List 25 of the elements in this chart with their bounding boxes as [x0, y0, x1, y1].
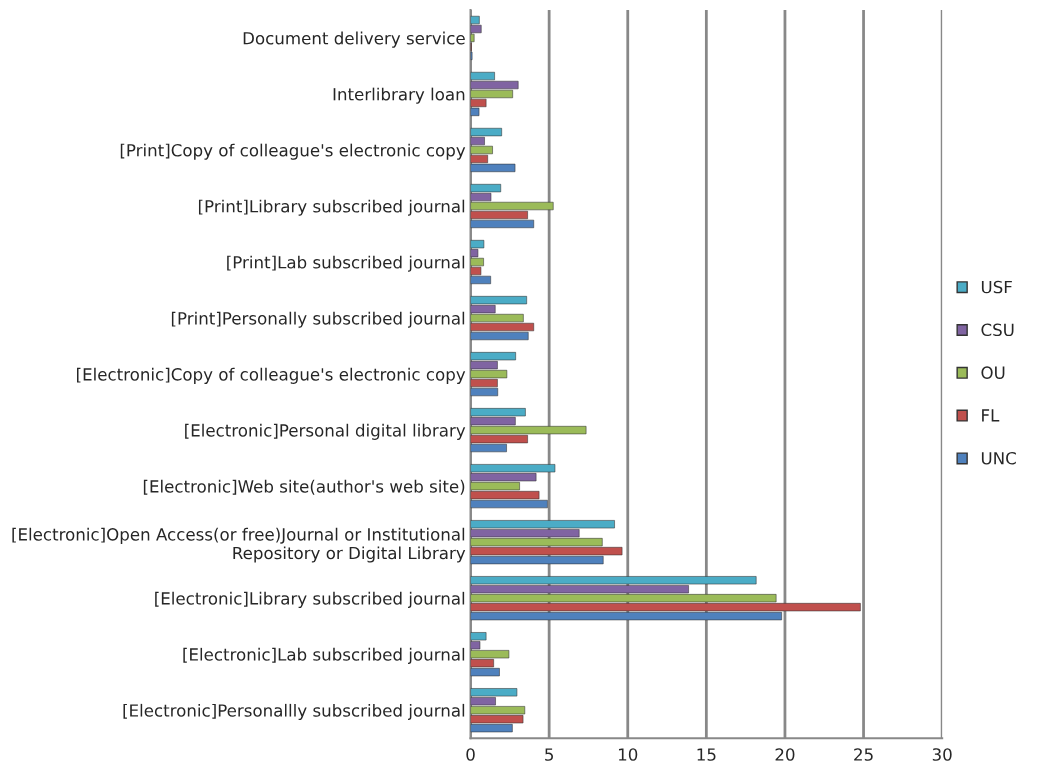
y-tick-label: [Electronic]Personal digital library	[185, 423, 466, 440]
y-tick-label: [Electronic]Copy of colleague's electronic copy	[77, 367, 466, 384]
y-tick-label: [Print]Library subscribed journal	[198, 199, 465, 216]
y-tick-label: [Print]Lab subscribed journal	[227, 255, 465, 272]
legend-label: CSU	[981, 323, 1014, 337]
y-tick-label: [Electronic]Open Access(or free)Journal or Institutional Repository or Digital Library	[12, 527, 466, 563]
y-tick-label: [Electronic]Library subscribed journal	[155, 591, 465, 608]
y-tick-label: Interlibrary loan	[333, 87, 465, 104]
y-tick-label: Document delivery service	[243, 31, 465, 48]
legend-label: FL	[982, 409, 1000, 422]
legend-label: USF	[981, 280, 1012, 294]
x-tick-label: 25	[854, 748, 873, 761]
y-tick-label: [Electronic]Lab subscribed journal	[183, 647, 465, 664]
y-tick-label: [Print]Personally subscribed journal	[171, 311, 465, 328]
x-tick-label: 30	[932, 748, 952, 761]
x-tick-label: 5	[545, 748, 553, 761]
x-tick-label: 0	[466, 748, 475, 761]
legend-label: UNC	[981, 451, 1016, 465]
y-tick-label: [Print]Copy of colleague's electronic copy	[120, 143, 466, 160]
x-tick-label: 20	[775, 748, 795, 761]
legend-label: OU	[981, 366, 1005, 379]
y-tick-label: [Electronic]Personallly subscribed journal	[123, 703, 465, 721]
x-tick-label: 15	[697, 748, 716, 761]
x-tick-label: 10	[618, 748, 638, 761]
y-tick-label: [Electronic]Web site(author's web site)	[143, 479, 465, 495]
